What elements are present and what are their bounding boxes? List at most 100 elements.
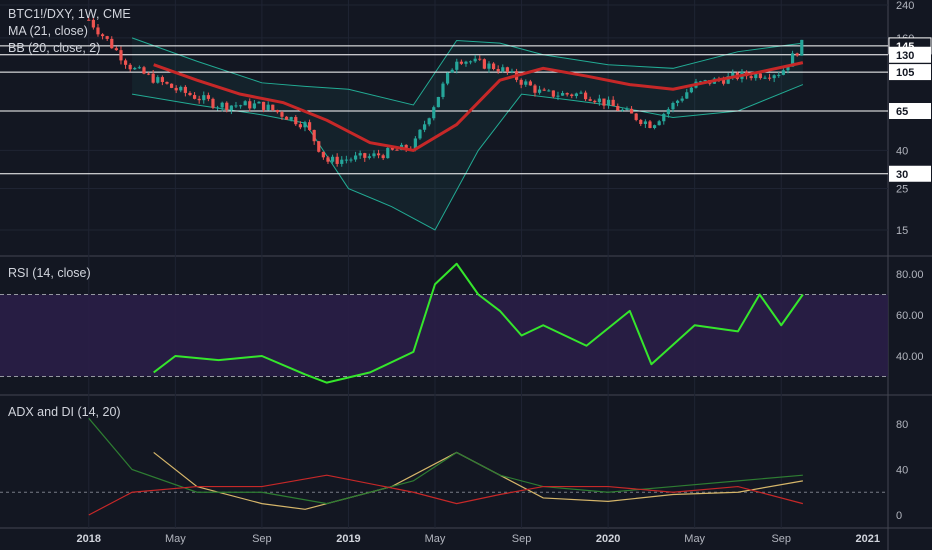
candle-body <box>528 81 532 86</box>
candle-body <box>169 83 174 88</box>
candle-body <box>87 19 91 21</box>
candle-body <box>689 87 693 93</box>
rsi-tick-label: 80.00 <box>896 269 924 281</box>
candle-body <box>616 105 620 111</box>
candle-body <box>542 89 546 91</box>
candle-body <box>482 59 486 69</box>
candle-body <box>284 116 289 120</box>
price-tick-label: 25 <box>896 184 908 196</box>
candle-body <box>588 99 592 101</box>
candle-body <box>583 92 588 100</box>
candle-body <box>763 77 767 79</box>
candle-body <box>183 86 187 93</box>
candle-body <box>786 66 790 71</box>
candle-body <box>675 100 680 103</box>
candle-body <box>790 53 795 67</box>
di-plus-line <box>88 417 803 505</box>
candle-body <box>146 73 151 75</box>
candle-body <box>156 77 160 83</box>
candle-body <box>192 95 197 99</box>
candle-body <box>556 95 560 97</box>
candle-body <box>344 159 348 161</box>
candle-body <box>459 61 463 64</box>
candle-body <box>473 58 477 62</box>
candle-body <box>731 72 735 77</box>
candle-body <box>570 94 574 97</box>
candle-body <box>772 75 776 79</box>
candle-body <box>749 76 753 79</box>
candle-body <box>639 119 643 125</box>
candle-body <box>261 101 266 110</box>
adx-tick-label: 40 <box>896 465 908 477</box>
candle-body <box>202 95 206 101</box>
di-minus-line <box>88 474 804 516</box>
candle-body <box>215 107 220 109</box>
candle-body <box>625 108 629 110</box>
candle-body <box>652 125 657 128</box>
candle-body <box>620 109 624 111</box>
candle-body <box>275 109 279 113</box>
candle-body <box>280 112 284 117</box>
candle-body <box>271 104 275 110</box>
candle-body <box>335 156 339 164</box>
candle-body <box>96 27 100 35</box>
candle-body <box>142 67 146 74</box>
candle-body <box>266 104 270 110</box>
candle-body <box>390 147 394 150</box>
candle-body <box>326 157 330 162</box>
candle-body <box>496 68 500 72</box>
candle-body <box>252 103 256 109</box>
candle-body <box>303 122 307 128</box>
candle-body <box>119 50 123 61</box>
candle-body <box>795 53 799 56</box>
candle-body <box>565 93 569 95</box>
time-tick-label: Sep <box>771 533 791 545</box>
candle-body <box>307 122 312 130</box>
time-tick-label: May <box>684 533 705 545</box>
candle-body <box>376 153 381 156</box>
candle-body <box>105 36 109 39</box>
candle-body <box>289 117 293 120</box>
price-level-label: 105 <box>896 67 914 79</box>
candle-body <box>505 67 509 72</box>
candle-body <box>353 155 358 160</box>
price-legend: BTC1!/DXY, 1W, CME MA (21, close) BB (20… <box>8 6 131 57</box>
candle-body <box>395 149 399 151</box>
candle-body <box>248 101 252 109</box>
candle-body <box>629 108 634 114</box>
candle-body <box>340 159 344 164</box>
candle-body <box>781 70 785 75</box>
candle-body <box>643 121 647 125</box>
candle-body <box>597 98 601 103</box>
candle-body <box>432 107 436 119</box>
ma-legend: MA (21, close) <box>8 24 88 38</box>
candle-body <box>560 93 565 96</box>
price-tick-label: 15 <box>896 225 908 237</box>
candle-body <box>298 124 302 128</box>
time-tick-label: 2021 <box>856 533 880 545</box>
candle-body <box>123 60 128 65</box>
candle-body <box>602 98 606 106</box>
time-tick-label: May <box>425 533 446 545</box>
price-level-label: 30 <box>896 169 908 181</box>
candle-body <box>363 153 367 158</box>
candle-body <box>579 92 583 94</box>
candle-body <box>381 155 385 159</box>
candle-body <box>206 95 210 99</box>
candle-body <box>468 61 473 63</box>
candle-body <box>404 144 408 150</box>
candle-body <box>317 141 321 152</box>
candle-body <box>413 138 417 150</box>
time-tick-label: May <box>165 533 186 545</box>
candle-body <box>211 98 215 108</box>
candle-body <box>133 67 137 70</box>
candle-body <box>160 77 164 82</box>
candle-body <box>358 153 362 156</box>
candle-body <box>501 67 505 72</box>
time-tick-label: Sep <box>512 533 532 545</box>
candle-body <box>537 89 542 93</box>
candle-body <box>666 109 670 114</box>
bb-upper-line <box>131 37 803 106</box>
time-tick-label: 2020 <box>596 533 620 545</box>
